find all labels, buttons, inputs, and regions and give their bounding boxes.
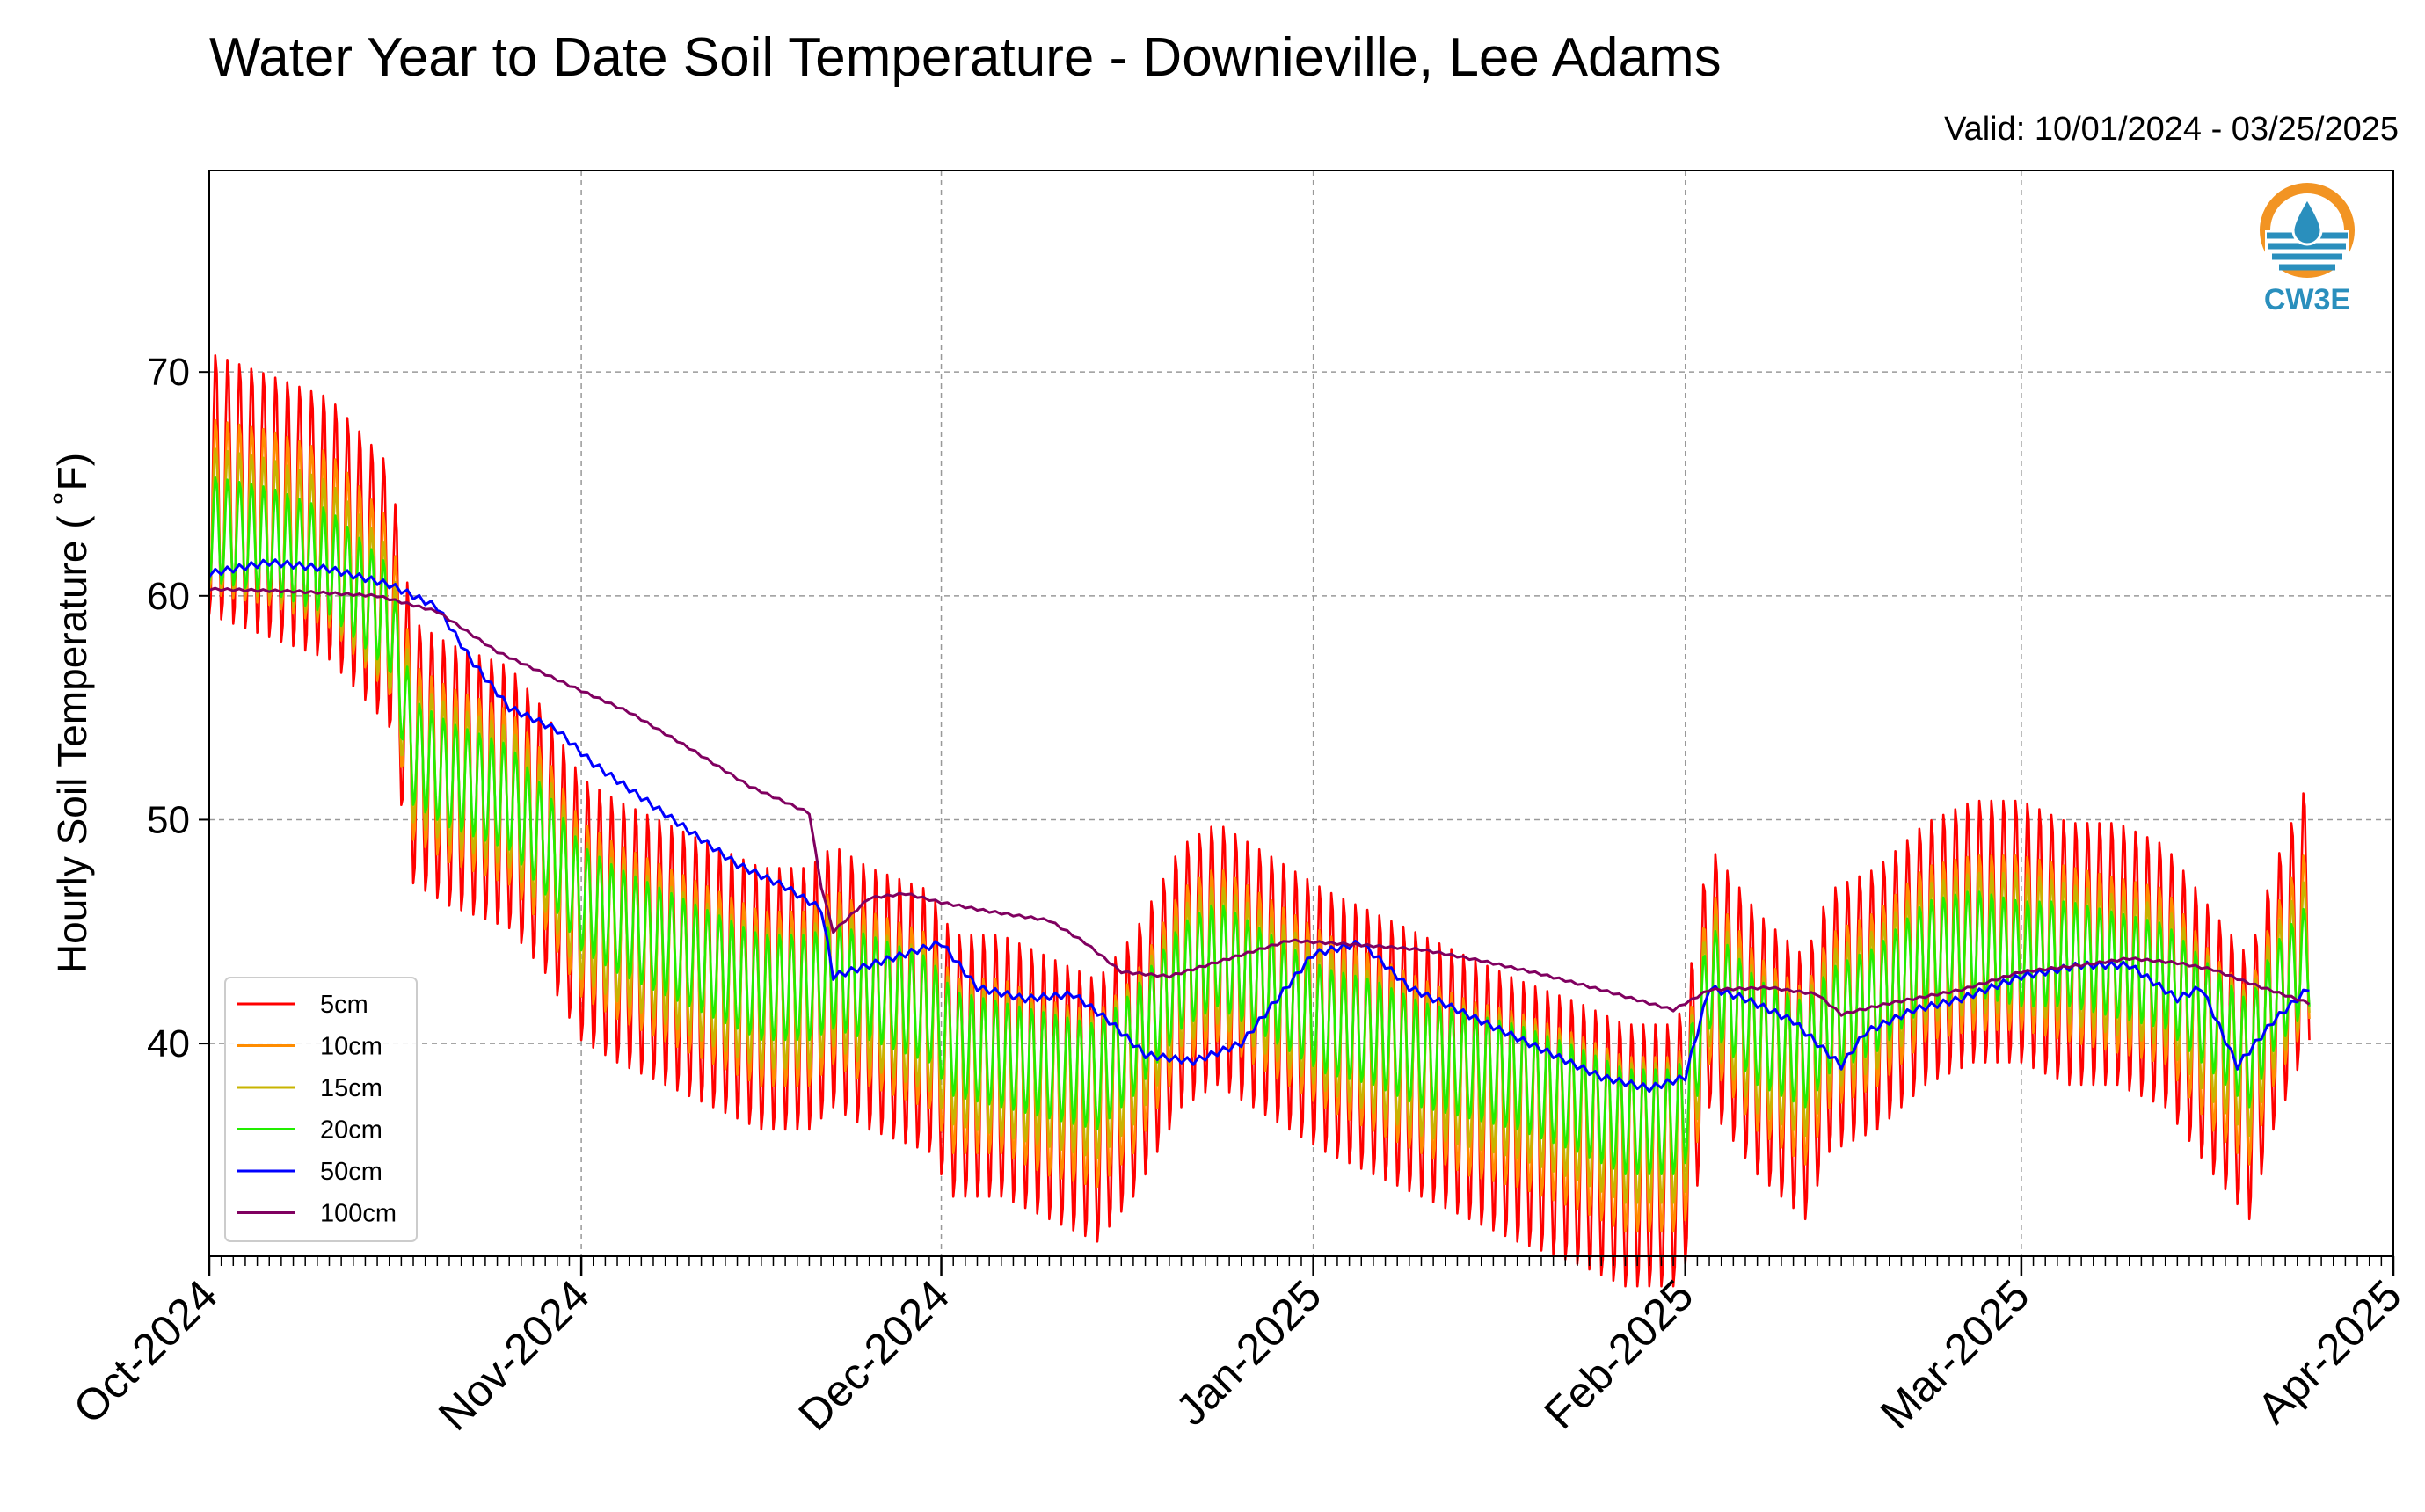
legend-label: 100cm — [320, 1200, 397, 1228]
y-axis-label: Hourly Soil Temperature ( ˚F) — [49, 453, 95, 973]
y-tick-label: 70 — [147, 351, 190, 394]
legend-label: 10cm — [320, 1033, 382, 1061]
x-tick-label: Jan-2025 — [1166, 1270, 1330, 1435]
x-tick-label: Oct-2024 — [64, 1270, 227, 1433]
x-tick-label: Dec-2024 — [789, 1270, 958, 1440]
series-line-100cm — [208, 586, 2311, 1017]
series-lines — [208, 354, 2311, 1288]
chart-title: Water Year to Date Soil Temperature - Do… — [209, 27, 1722, 88]
series-line-50cm — [208, 558, 2310, 1094]
valid-date-range: Valid: 10/01/2024 - 03/25/2025 — [1944, 111, 2399, 148]
y-axis-title: Hourly Soil Temperature ( ˚F) — [49, 453, 95, 973]
logo-drop-icon — [2291, 196, 2323, 246]
legend-label: 15cm — [320, 1074, 382, 1102]
cw3e-logo: CW3E — [2260, 183, 2355, 316]
series-line-20cm — [208, 476, 2311, 1175]
x-tick-label: Feb-2025 — [1535, 1270, 1703, 1438]
x-tick-label: Nov-2024 — [429, 1270, 599, 1440]
logo-text: CW3E — [2264, 283, 2350, 316]
legend-label: 50cm — [320, 1158, 382, 1186]
x-tick-label: Apr-2025 — [2248, 1270, 2411, 1433]
y-tick-label: 60 — [147, 575, 190, 618]
legend-label: 5cm — [320, 991, 368, 1019]
y-tick-label: 40 — [147, 1022, 190, 1065]
legend-label: 20cm — [320, 1116, 382, 1145]
x-tick-label: Mar-2025 — [1871, 1270, 2039, 1438]
legend-box — [224, 977, 418, 1242]
legend: 5cm 10cm 15cm 20cm 50cm 100cm — [224, 977, 418, 1242]
y-tick-label: 50 — [147, 798, 190, 841]
